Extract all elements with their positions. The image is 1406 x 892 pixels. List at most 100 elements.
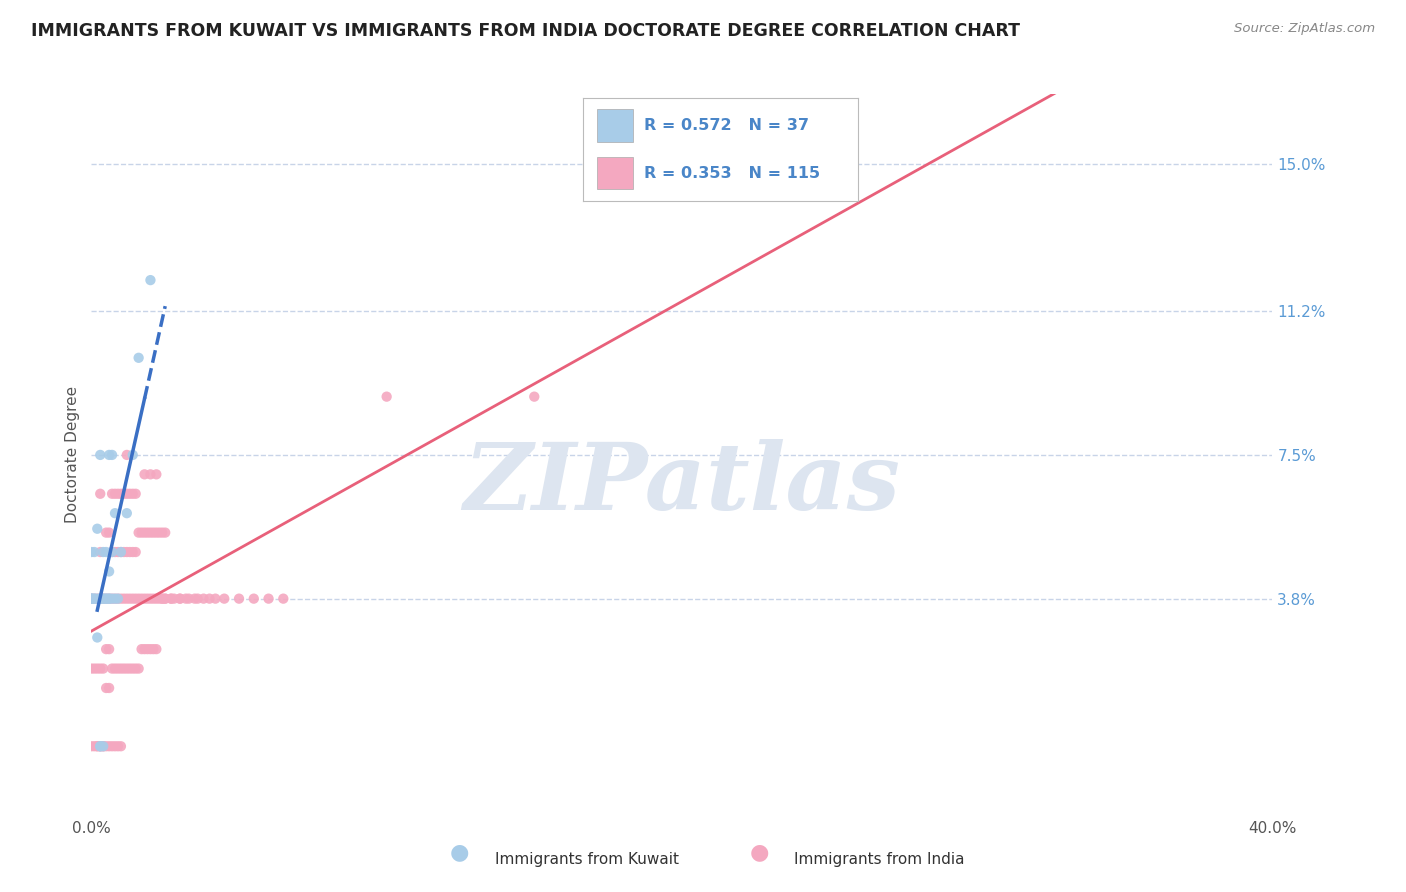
Point — [86, 739, 108, 754]
Point — [98, 591, 121, 606]
Point — [98, 525, 121, 540]
Point — [148, 525, 170, 540]
Point — [104, 487, 127, 501]
Point — [150, 525, 173, 540]
Point — [110, 545, 132, 559]
Point — [91, 591, 114, 606]
Point — [86, 631, 108, 645]
Point — [80, 591, 103, 606]
Point — [101, 739, 124, 754]
Point — [104, 662, 127, 676]
Point — [128, 351, 150, 365]
Point — [83, 545, 105, 559]
Point — [98, 565, 121, 579]
Point — [131, 525, 153, 540]
Point — [80, 545, 103, 559]
Point — [136, 642, 159, 657]
Point — [104, 545, 127, 559]
Point — [177, 591, 200, 606]
Point — [101, 448, 124, 462]
Point — [243, 591, 266, 606]
Point — [98, 591, 121, 606]
Point — [134, 525, 156, 540]
Point — [139, 642, 162, 657]
Point — [86, 591, 108, 606]
Point — [112, 662, 135, 676]
Point — [91, 739, 114, 754]
Point — [160, 591, 183, 606]
Point — [131, 591, 153, 606]
Point — [91, 591, 114, 606]
Point — [86, 739, 108, 754]
Point — [91, 739, 114, 754]
Point — [96, 591, 118, 606]
Point — [128, 662, 150, 676]
Point — [112, 487, 135, 501]
Point — [110, 591, 132, 606]
Point — [112, 545, 135, 559]
Point — [107, 487, 129, 501]
Point — [160, 591, 183, 606]
Point — [187, 591, 209, 606]
Y-axis label: Doctorate Degree: Doctorate Degree — [65, 386, 80, 524]
Point — [124, 487, 148, 501]
Point — [121, 487, 143, 501]
Point — [86, 662, 108, 676]
Point — [89, 662, 111, 676]
Point — [80, 739, 103, 754]
Point — [101, 591, 124, 606]
Point — [110, 662, 132, 676]
Point — [142, 591, 165, 606]
Point — [153, 525, 177, 540]
Text: IMMIGRANTS FROM KUWAIT VS IMMIGRANTS FROM INDIA DOCTORATE DEGREE CORRELATION CHA: IMMIGRANTS FROM KUWAIT VS IMMIGRANTS FRO… — [31, 22, 1019, 40]
Point — [153, 591, 177, 606]
Point — [142, 525, 165, 540]
Point — [96, 591, 118, 606]
Point — [121, 448, 143, 462]
Point — [83, 591, 105, 606]
Point — [118, 591, 141, 606]
FancyBboxPatch shape — [598, 157, 633, 189]
Point — [98, 448, 121, 462]
Point — [96, 525, 118, 540]
Point — [96, 681, 118, 695]
Point — [107, 591, 129, 606]
Point — [193, 591, 215, 606]
Point — [121, 545, 143, 559]
Point — [131, 642, 153, 657]
Point — [86, 522, 108, 536]
Point — [139, 273, 162, 287]
Point — [110, 487, 132, 501]
Point — [101, 591, 124, 606]
Point — [118, 662, 141, 676]
Text: R = 0.353   N = 115: R = 0.353 N = 115 — [644, 166, 820, 180]
Point — [134, 642, 156, 657]
Point — [89, 591, 111, 606]
Point — [91, 739, 114, 754]
Point — [86, 591, 108, 606]
Point — [104, 591, 127, 606]
Point — [523, 390, 546, 404]
Point — [89, 739, 111, 754]
Point — [104, 506, 127, 520]
Point — [115, 545, 138, 559]
Point — [139, 525, 162, 540]
Point — [145, 642, 167, 657]
Point — [91, 545, 114, 559]
Point — [118, 545, 141, 559]
Point — [98, 591, 121, 606]
Point — [80, 591, 103, 606]
Point — [169, 591, 191, 606]
Point — [115, 487, 138, 501]
Point — [148, 591, 170, 606]
Point — [169, 591, 191, 606]
Point — [163, 591, 186, 606]
Point — [107, 591, 129, 606]
Point — [145, 525, 167, 540]
Point — [89, 739, 111, 754]
Point — [139, 467, 162, 482]
Point — [89, 448, 111, 462]
Point — [98, 739, 121, 754]
Point — [89, 591, 111, 606]
Point — [145, 591, 167, 606]
